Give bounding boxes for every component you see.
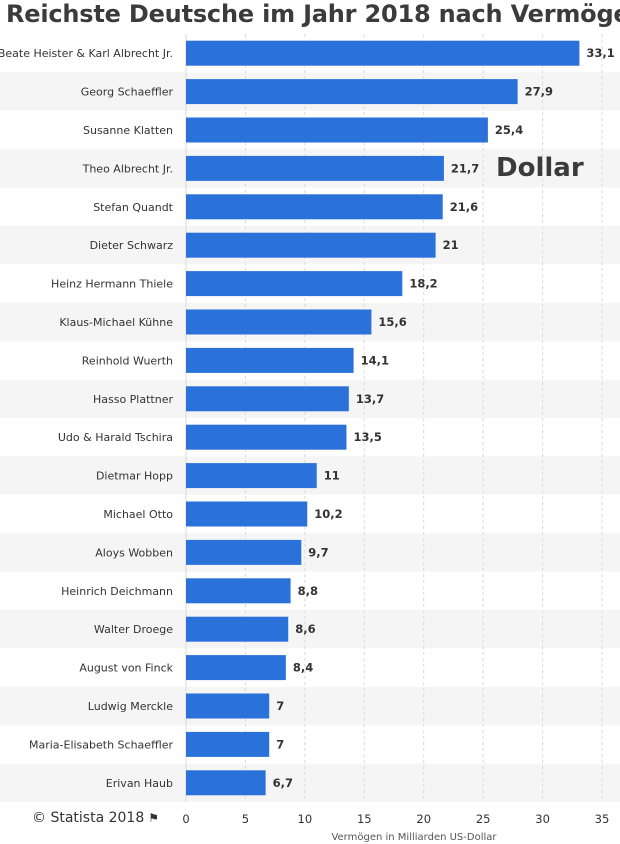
copyright[interactable]: © Statista 2018 ⚑ <box>32 810 159 826</box>
bar <box>186 271 403 297</box>
data-label: 13,5 <box>353 430 381 444</box>
data-label: 25,4 <box>495 123 523 137</box>
data-label: 21 <box>443 238 459 252</box>
category-label: Michael Otto <box>103 508 173 521</box>
category-label: August von Finck <box>79 662 173 675</box>
x-tick-label: 10 <box>298 812 313 826</box>
bar <box>186 463 317 489</box>
row-stripe <box>0 533 620 572</box>
bar <box>186 386 349 412</box>
data-label: 8,8 <box>298 584 318 598</box>
chart-title: Reichste Deutsche im Jahr 2018 nach Verm… <box>6 0 620 28</box>
dollar-overlay-label: Dollar <box>496 153 584 183</box>
category-label: Udo & Harald Tschira <box>58 431 173 444</box>
bar <box>186 693 270 719</box>
category-label: Theo Albrecht Jr. <box>82 162 173 175</box>
bar <box>186 155 444 181</box>
category-label: Heinrich Deichmann <box>61 585 173 598</box>
data-label: 15,6 <box>378 315 406 329</box>
x-tick-label: 35 <box>595 812 610 826</box>
bar <box>186 616 289 642</box>
category-label: Aloys Wobben <box>95 546 173 559</box>
data-label: 8,6 <box>295 622 315 636</box>
bar <box>186 501 308 527</box>
row-stripe <box>0 610 620 649</box>
category-label: Susanne Klatten <box>83 124 173 137</box>
data-label: 14,1 <box>361 353 389 367</box>
data-label: 10,2 <box>314 507 342 521</box>
x-tick-label: 25 <box>476 812 491 826</box>
data-label: 11 <box>324 469 340 483</box>
category-label: Beate Heister & Karl Albrecht Jr. <box>0 47 173 60</box>
bar <box>186 578 291 604</box>
bar <box>186 347 354 373</box>
row-stripe <box>0 763 620 802</box>
category-label: Walter Droege <box>94 623 173 636</box>
data-label: 13,7 <box>356 392 384 406</box>
category-label: Maria-Elisabeth Schaeffler <box>29 738 173 751</box>
data-label: 27,9 <box>525 85 553 99</box>
x-tick-label: 30 <box>535 812 550 826</box>
bar <box>186 731 270 757</box>
data-label: 6,7 <box>273 776 293 790</box>
data-label: 7 <box>276 699 284 713</box>
category-label: Dieter Schwarz <box>90 239 174 252</box>
data-label: 21,7 <box>451 161 479 175</box>
bar <box>186 424 347 450</box>
category-label: Dietmar Hopp <box>96 470 173 483</box>
data-label: 18,2 <box>409 277 437 291</box>
data-label: 33,1 <box>586 46 614 60</box>
category-label: Klaus-Michael Kühne <box>59 316 173 329</box>
row-stripe <box>0 686 620 726</box>
data-label: 7 <box>276 737 284 751</box>
bar <box>186 40 580 66</box>
data-label: 8,4 <box>293 661 313 675</box>
category-label: Reinhold Wuerth <box>82 354 173 367</box>
x-axis-label: Vermögen in Milliarden US-Dollar <box>331 832 497 843</box>
category-label: Georg Schaeffler <box>81 86 174 99</box>
x-tick-label: 0 <box>182 812 189 826</box>
flag-icon[interactable]: ⚑ <box>148 811 159 825</box>
data-label: 9,7 <box>308 545 328 559</box>
category-label: Heinz Hermann Thiele <box>51 278 173 291</box>
category-label: Ludwig Merckle <box>88 700 173 713</box>
category-label: Stefan Quandt <box>93 201 173 214</box>
bar <box>186 117 488 143</box>
category-label: Hasso Plattner <box>93 393 173 406</box>
x-tick-label: 20 <box>416 812 431 826</box>
x-tick-label: 5 <box>242 812 249 826</box>
bar <box>186 194 443 220</box>
bar <box>186 232 436 258</box>
bar <box>186 655 286 681</box>
copyright-text: © Statista 2018 <box>32 810 145 826</box>
bar <box>186 539 302 565</box>
x-tick-label: 15 <box>357 812 372 826</box>
data-label: 21,6 <box>450 200 478 214</box>
bar <box>186 309 372 335</box>
bar <box>186 770 266 796</box>
bar <box>186 79 518 105</box>
category-label: Erivan Haub <box>106 777 173 790</box>
